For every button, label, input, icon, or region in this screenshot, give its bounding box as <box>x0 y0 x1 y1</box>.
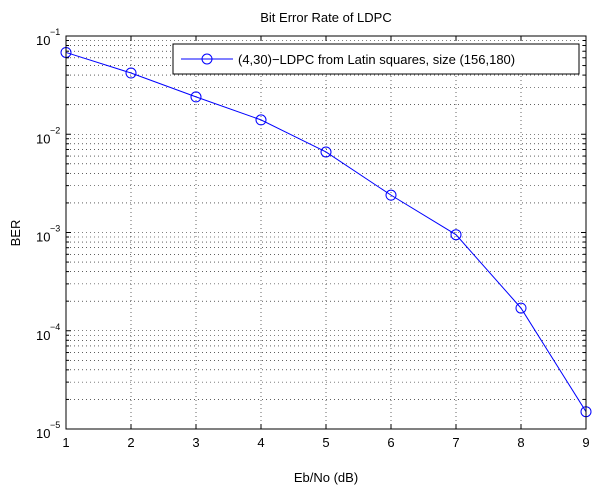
x-tick-label: 6 <box>387 435 394 450</box>
data-point-marker <box>255 114 267 126</box>
data-point-marker <box>385 189 397 201</box>
x-tick-label: 3 <box>192 435 199 450</box>
data-point-marker <box>515 302 527 314</box>
y-tick-label: 10 <box>36 33 50 48</box>
x-tick-label: 7 <box>452 435 459 450</box>
y-tick-label: 10 <box>36 131 50 146</box>
chart-title: Bit Error Rate of LDPC <box>260 10 392 25</box>
x-tick-label: 5 <box>322 435 329 450</box>
y-tick-exponent: −4 <box>50 322 60 332</box>
y-tick-exponent: −3 <box>50 224 60 234</box>
x-axis-title: Eb/No (dB) <box>294 470 358 485</box>
series-layer <box>60 46 592 418</box>
y-tick-label: 10 <box>36 230 50 245</box>
legend-label: (4,30)−LDPC from Latin squares, size (15… <box>238 52 515 67</box>
x-tick-label: 4 <box>257 435 264 450</box>
tick-marks <box>65 36 587 430</box>
data-point-marker <box>320 146 332 158</box>
x-tick-label: 2 <box>127 435 134 450</box>
legend: (4,30)−LDPC from Latin squares, size (15… <box>172 43 580 75</box>
y-tick-exponent: −5 <box>50 420 60 430</box>
data-point-marker <box>450 229 462 241</box>
x-tick-label: 9 <box>582 435 589 450</box>
legend-box <box>172 43 580 75</box>
legend-marker-swatch <box>201 53 213 65</box>
y-tick-exponent: −2 <box>50 125 60 135</box>
series-line <box>65 51 587 412</box>
y-axis-title: BER <box>8 220 23 247</box>
x-tick-label: 8 <box>517 435 524 450</box>
tick-labels: 1 2 3 4 5 6 7 8 910−510−410−310−210−1 <box>36 27 590 450</box>
data-point-marker <box>125 67 137 79</box>
y-tick-label: 10 <box>36 426 50 441</box>
x-tick-label: 1 <box>62 435 69 450</box>
grid-lines <box>66 36 586 429</box>
y-tick-label: 10 <box>36 328 50 343</box>
y-tick-exponent: −1 <box>50 27 60 37</box>
data-point-marker <box>190 91 202 103</box>
